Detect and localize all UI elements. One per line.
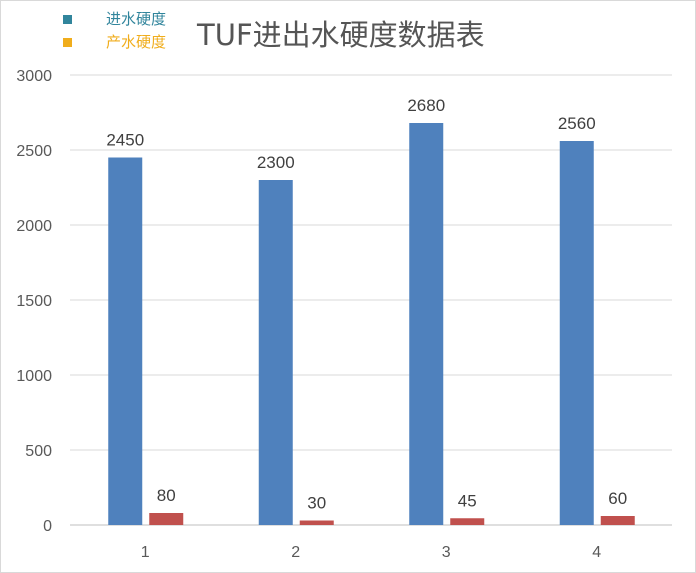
legend-swatch-product [63, 38, 72, 47]
bar-inlet [559, 141, 594, 525]
bar-inlet [108, 157, 143, 525]
chart-title: TUF进出水硬度数据表 [197, 18, 485, 52]
data-label: 80 [157, 486, 176, 505]
bar-product [600, 516, 635, 525]
legend-swatch-inlet [63, 15, 72, 24]
legend-label-inlet: 进水硬度 [106, 10, 167, 28]
bar-product [299, 520, 334, 525]
data-label: 2680 [407, 96, 445, 115]
data-label: 45 [458, 491, 477, 510]
bar-inlet [258, 180, 293, 525]
data-label: 30 [307, 494, 326, 513]
y-tick-label: 0 [43, 518, 52, 535]
y-tick-label: 3000 [16, 68, 52, 85]
y-tick-label: 1000 [16, 368, 52, 385]
y-tick-label: 2500 [16, 143, 52, 160]
y-tick-label: 1500 [16, 293, 52, 310]
bar-product [149, 513, 184, 525]
data-label: 60 [608, 489, 627, 508]
y-tick-label: 500 [25, 443, 52, 460]
legend-label-product: 产水硬度 [106, 33, 167, 51]
bar-product [450, 518, 485, 525]
bar-inlet [409, 123, 444, 525]
x-tick-label: 4 [592, 544, 601, 561]
data-label: 2450 [106, 131, 144, 150]
x-tick-label: 2 [291, 544, 300, 561]
data-label: 2300 [257, 153, 295, 172]
x-tick-label: 1 [141, 544, 150, 561]
x-tick-label: 3 [442, 544, 451, 561]
y-tick-label: 2000 [16, 218, 52, 235]
data-label: 2560 [558, 114, 596, 133]
